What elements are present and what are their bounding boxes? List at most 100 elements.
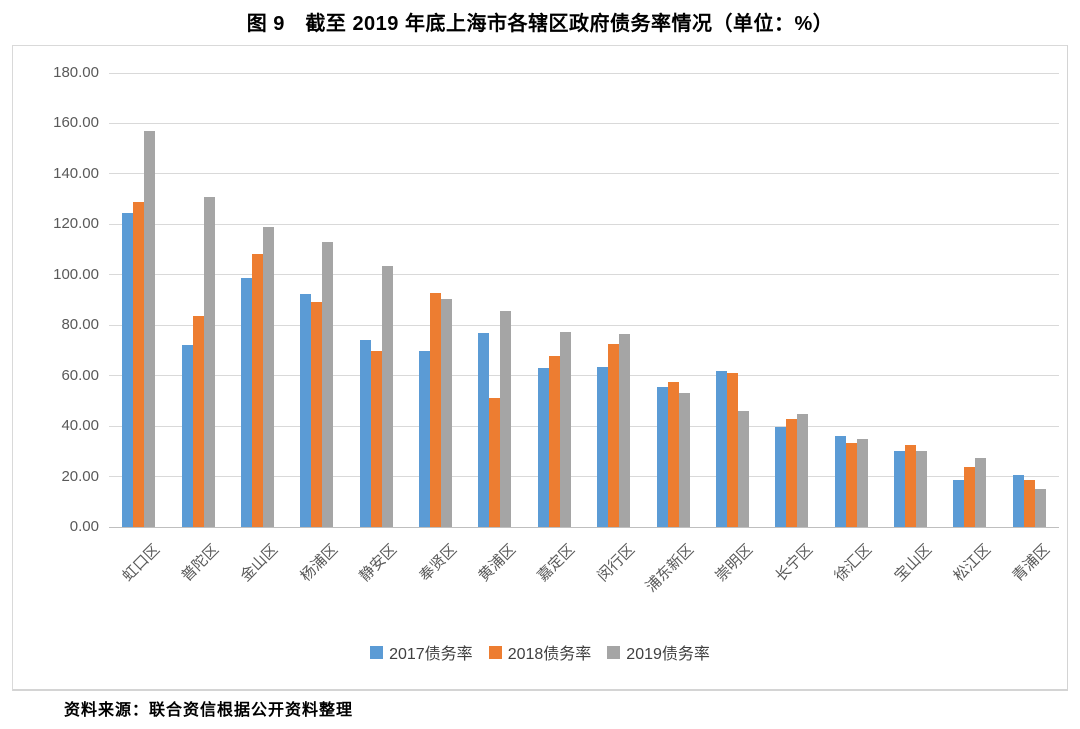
bar-2018-杨浦区 — [311, 302, 323, 527]
gridline-60 — [109, 375, 1059, 377]
bar-group-奉贤区 — [406, 73, 465, 527]
x-tick-label: 嘉定区 — [534, 541, 579, 585]
bar-2017-金山区 — [240, 277, 252, 527]
y-tick-label: 160.00 — [53, 114, 99, 132]
y-tick-label: 60.00 — [61, 366, 99, 384]
chart-frame: 0.00 20.00 40.00 60.00 80.00 100.00 120.00 140.… — [12, 45, 1068, 691]
bar-2019-崇明区 — [737, 410, 749, 527]
x-tick-label: 徐汇区 — [831, 541, 876, 585]
bar-2017-青浦区 — [1012, 475, 1024, 527]
bar-2019-闵行区 — [619, 333, 631, 527]
bar-2017-崇明区 — [715, 370, 727, 527]
legend-swatch — [488, 645, 502, 659]
y-tick-label: 40.00 — [61, 417, 99, 435]
legend-item-2019债务率: 2019债务率 — [607, 640, 710, 664]
bar-2017-静安区 — [359, 340, 371, 527]
gridline-40 — [109, 425, 1059, 427]
gridline-180 — [109, 72, 1059, 74]
x-tick-label: 浦东新区 — [642, 541, 698, 596]
bar-2018-黄浦区 — [489, 398, 501, 527]
bar-2019-奉贤区 — [441, 299, 453, 527]
legend-item-2017债务率: 2017债务率 — [370, 640, 473, 664]
bar-2017-虹口区 — [122, 212, 134, 527]
bar-group-徐汇区 — [822, 73, 881, 527]
bar-2018-虹口区 — [133, 201, 145, 527]
x-tick-label: 宝山区 — [890, 541, 935, 585]
legend-label: 2018债务率 — [507, 646, 592, 663]
x-tick-label: 松江区 — [950, 541, 995, 585]
bar-2018-徐汇区 — [845, 442, 857, 527]
bar-group-黄浦区 — [465, 73, 524, 527]
bar-group-崇明区 — [703, 73, 762, 527]
x-axis: 虹口区 普陀区 金山区 杨浦区 静安区 奉贤区 黄浦区 嘉定区 闵行区 浦东新区 崇明区 长宁区 徐汇区… — [109, 527, 1059, 637]
y-axis: 0.00 20.00 40.00 60.00 80.00 100.00 120.00 140.… — [13, 64, 99, 535]
gridline-160 — [109, 122, 1059, 124]
plot-area — [109, 72, 1059, 528]
x-tick-label: 杨浦区 — [297, 541, 341, 585]
bar-2018-嘉定区 — [548, 355, 560, 527]
y-tick-label: 140.00 — [53, 164, 99, 182]
x-tick-label: 长宁区 — [772, 541, 816, 585]
bar-group-长宁区 — [762, 73, 821, 527]
legend-swatch — [607, 645, 621, 659]
bar-2017-普陀区 — [181, 344, 193, 527]
bar-2017-奉贤区 — [419, 350, 431, 527]
y-tick-label: 120.00 — [53, 215, 99, 233]
x-tick-label: 静安区 — [356, 541, 401, 585]
gridline-120 — [109, 223, 1059, 225]
bar-2019-青浦区 — [1034, 489, 1046, 527]
y-tick-label: 180.00 — [53, 64, 99, 81]
x-tick-label: 虹口区 — [118, 541, 163, 585]
bar-2019-长宁区 — [797, 414, 809, 527]
bar-group-杨浦区 — [287, 73, 346, 527]
bar-2017-闵行区 — [597, 367, 609, 527]
bar-group-虹口区 — [109, 73, 168, 527]
bar-group-嘉定区 — [525, 73, 584, 527]
bar-group-宝山区 — [881, 73, 940, 527]
bar-2019-黄浦区 — [500, 311, 512, 527]
bar-group-金山区 — [228, 73, 287, 527]
gridline-140 — [109, 173, 1059, 175]
bar-2019-嘉定区 — [559, 332, 571, 527]
bar-2017-长宁区 — [775, 426, 787, 527]
legend: 2017债务率 2018债务率 2019债务率 — [13, 640, 1067, 664]
bar-2018-普陀区 — [192, 315, 204, 527]
x-tick-label: 崇明区 — [712, 541, 757, 585]
legend-swatch — [370, 645, 384, 659]
gridline-20 — [109, 476, 1059, 478]
bar-group-普陀区 — [168, 73, 227, 527]
y-tick-label: 20.00 — [61, 467, 99, 485]
bar-group-浦东新区 — [643, 73, 702, 527]
bar-2018-闵行区 — [608, 344, 620, 527]
bar-2017-徐汇区 — [834, 436, 846, 527]
bar-2017-宝山区 — [894, 451, 906, 527]
bar-2018-金山区 — [251, 253, 263, 527]
bar-2018-崇明区 — [726, 372, 738, 527]
bar-group-闵行区 — [584, 73, 643, 527]
bar-2017-嘉定区 — [537, 368, 549, 527]
bar-2017-浦东新区 — [656, 387, 668, 527]
bar-group-静安区 — [347, 73, 406, 527]
bar-2019-徐汇区 — [856, 438, 868, 527]
gridline-80 — [109, 324, 1059, 326]
bar-2018-静安区 — [370, 350, 382, 527]
bar-2019-静安区 — [381, 266, 393, 527]
y-tick-label: 100.00 — [53, 265, 99, 283]
bar-2019-金山区 — [262, 226, 274, 527]
y-tick-label: 0.00 — [69, 518, 99, 535]
x-tick-label: 青浦区 — [1009, 541, 1054, 585]
bar-2017-松江区 — [953, 479, 965, 527]
x-tick-label: 普陀区 — [178, 541, 223, 585]
bar-2018-长宁区 — [786, 419, 798, 527]
legend-label: 2017债务率 — [389, 646, 473, 663]
legend-item-2018债务率: 2018债务率 — [488, 640, 592, 664]
source-note: 资料来源：联合资信根据公开资料整理 — [64, 702, 354, 719]
bar-2018-松江区 — [964, 467, 976, 527]
x-tick-label: 金山区 — [237, 541, 282, 585]
gridline-0 — [109, 526, 1059, 528]
bar-2017-杨浦区 — [300, 293, 312, 527]
y-tick-label: 80.00 — [61, 316, 99, 334]
chart-title: 图 9 截至 2019 年底上海市各辖区政府债务率情况（单位：%） — [246, 13, 834, 35]
bar-2019-杨浦区 — [322, 242, 334, 527]
bar-2017-黄浦区 — [478, 332, 490, 527]
